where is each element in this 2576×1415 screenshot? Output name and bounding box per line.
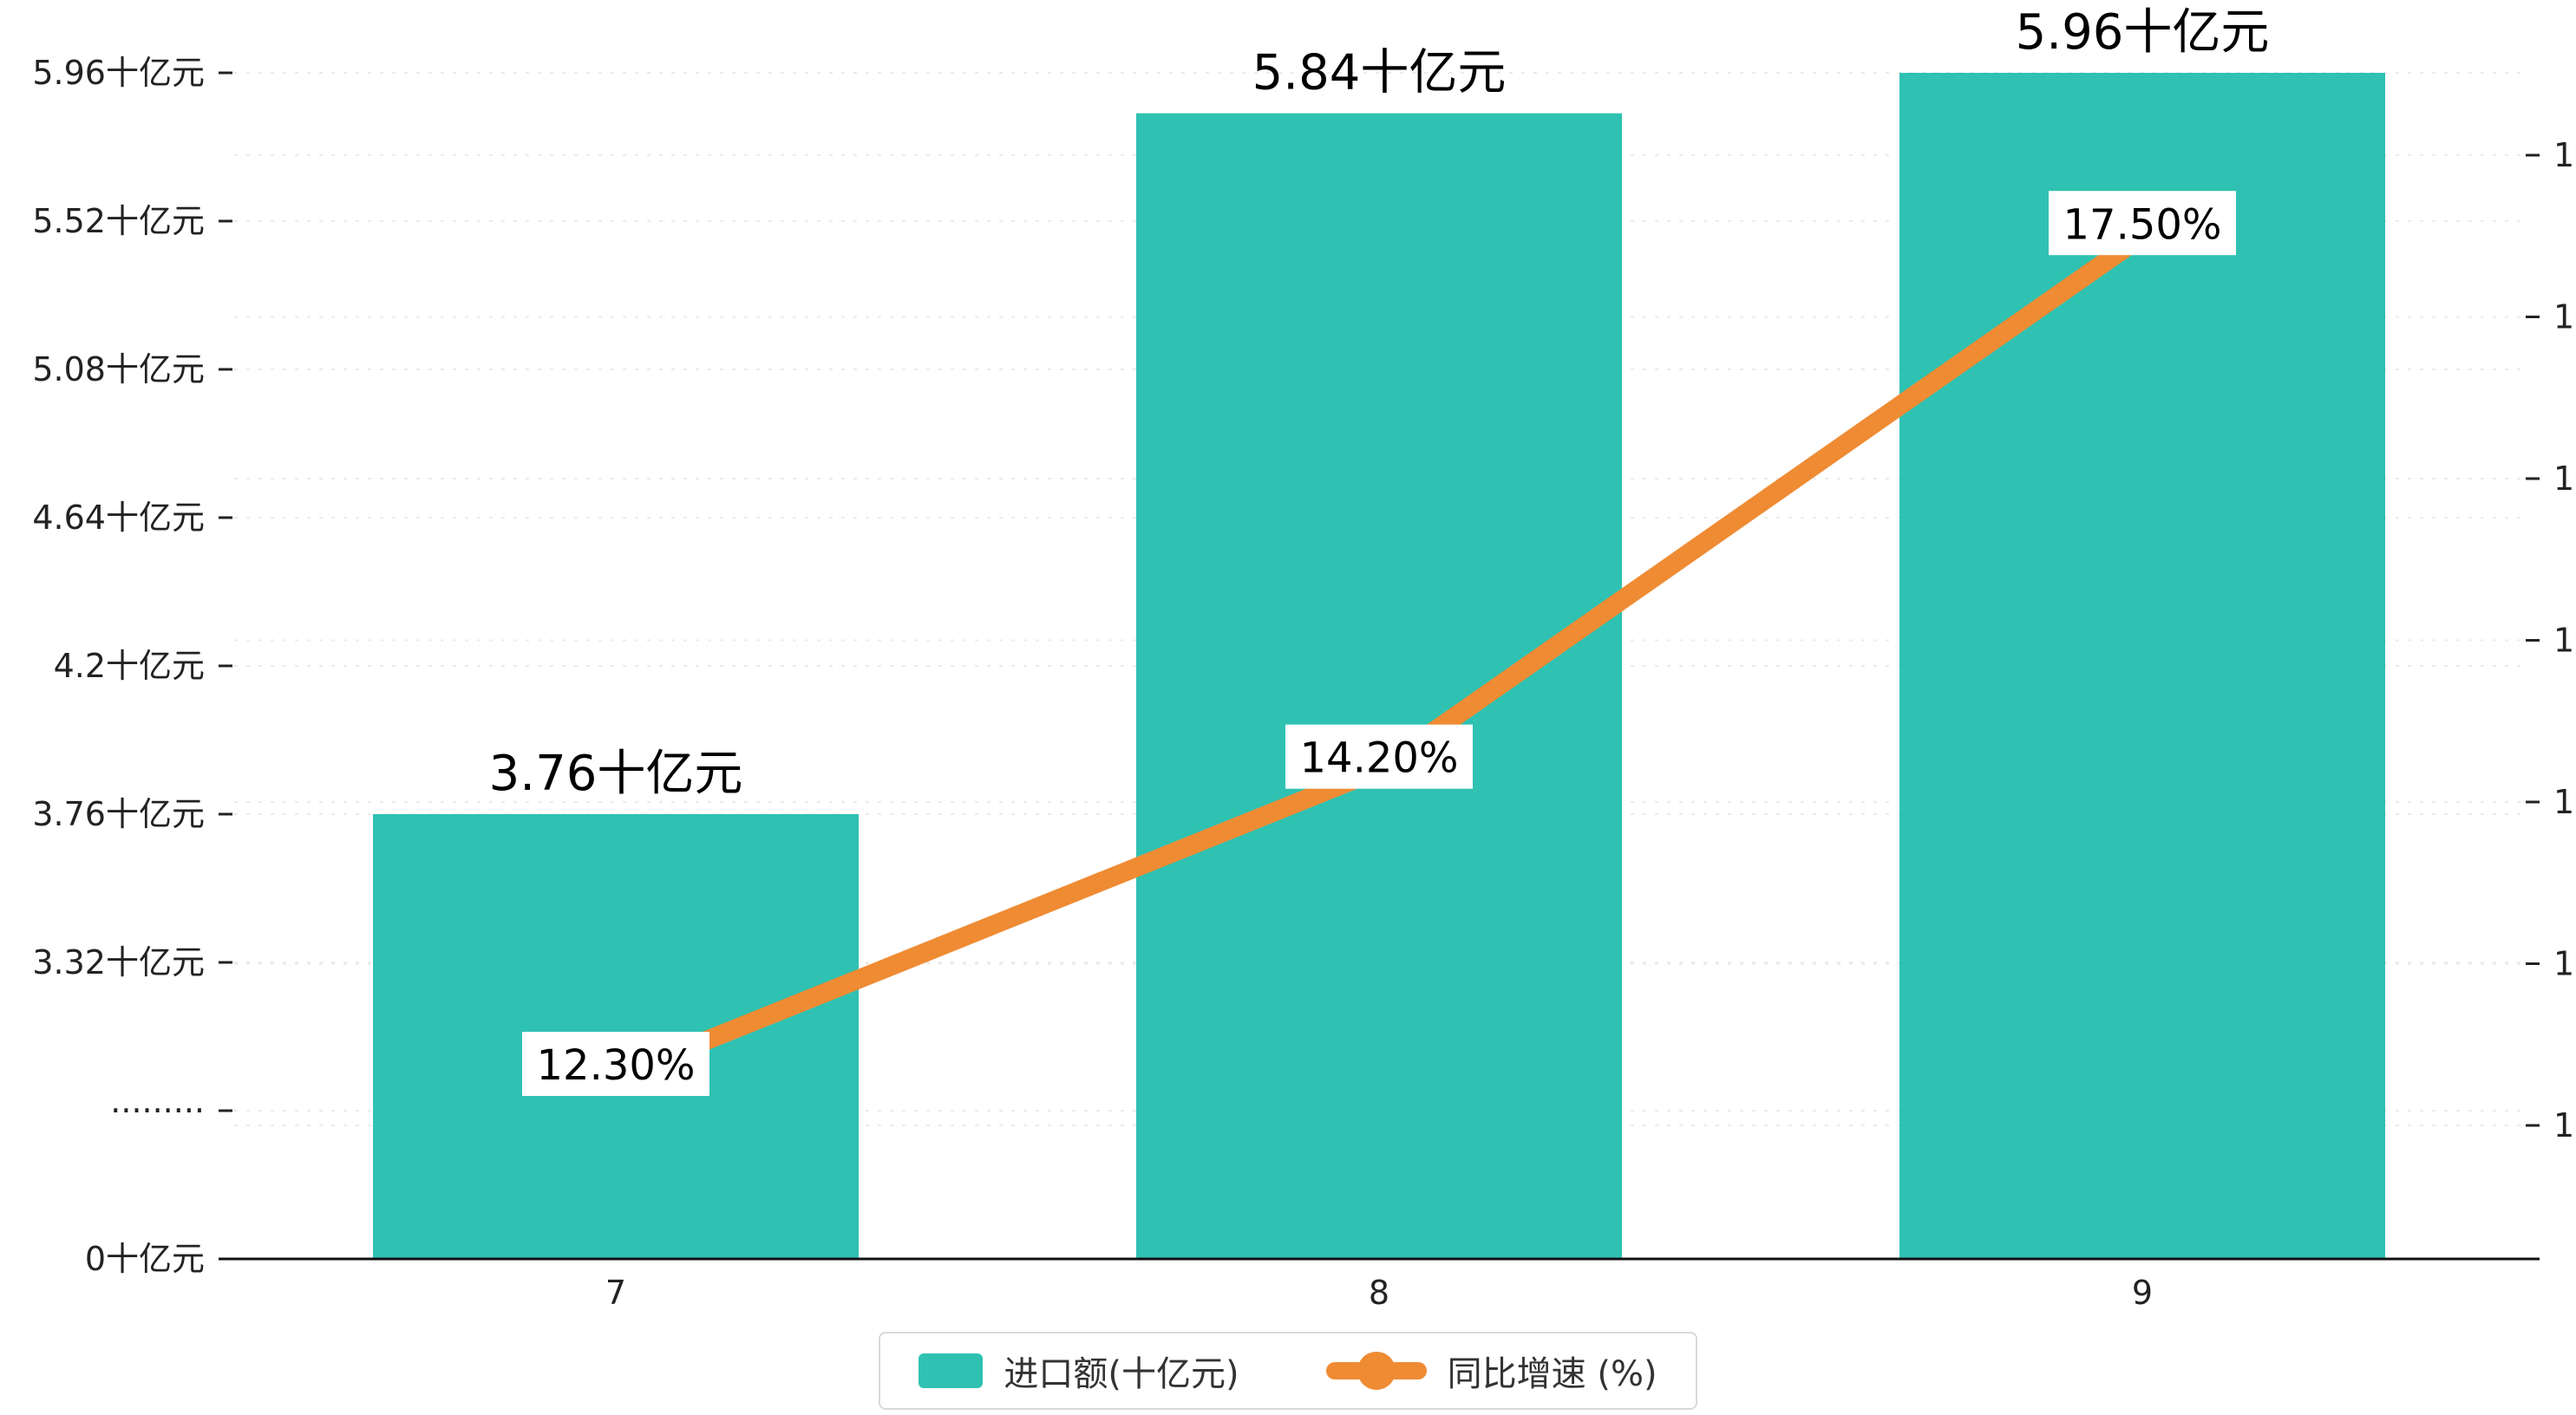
y-right-tick-label: 14 bbox=[2553, 783, 2576, 821]
bar bbox=[1136, 113, 1622, 1260]
y-right-tick-label: 12 bbox=[2553, 1106, 2576, 1144]
line-value-label: 17.50% bbox=[2063, 200, 2221, 249]
y-right-tick-label: 18 bbox=[2553, 136, 2576, 174]
line-value-label-box bbox=[1285, 724, 1473, 789]
line-marker-dot-icon bbox=[1357, 1352, 1396, 1390]
chart-canvas: 3.76十亿元 5.84十亿元 5.96十亿元 12.30% 14.20% 17.50% 0… bbox=[32, 4, 2576, 1312]
y-left-tick-label: ········· bbox=[110, 1092, 205, 1130]
y-left-tick-label: 5.52十亿元 bbox=[32, 202, 205, 240]
y-right-tick-label: 17 bbox=[2553, 298, 2576, 336]
bar bbox=[1899, 73, 2385, 1259]
y-right-tick-label: 15 bbox=[2553, 622, 2576, 660]
y-right-tick-label: 13 bbox=[2553, 945, 2576, 983]
legend-label-growth: 同比增速 (%) bbox=[1447, 1354, 1657, 1394]
y-left-tick-label: 4.2十亿元 bbox=[54, 647, 205, 685]
y-left-tick-label: 5.08十亿元 bbox=[32, 350, 205, 388]
line-value-label-box bbox=[522, 1032, 709, 1097]
bar-value-label: 5.84十亿元 bbox=[1252, 45, 1507, 101]
y-right-tick-label: 16 bbox=[2553, 460, 2576, 498]
legend-label-imports: 进口额(十亿元) bbox=[1004, 1354, 1239, 1394]
bar-value-label: 5.96十亿元 bbox=[2016, 4, 2270, 61]
line-value-label: 12.30% bbox=[536, 1041, 695, 1090]
legend-item-growth[interactable]: 同比增速 (%) bbox=[1325, 1346, 1657, 1396]
bar-value-label: 3.76十亿元 bbox=[489, 746, 743, 802]
y-left-tick-label: 0十亿元 bbox=[85, 1240, 205, 1278]
legend-item-imports[interactable]: 进口额(十亿元) bbox=[919, 1346, 1239, 1396]
y-left-tick-label: 3.76十亿元 bbox=[32, 795, 205, 833]
x-category-label: 9 bbox=[2132, 1274, 2153, 1312]
x-category-label: 7 bbox=[605, 1274, 626, 1312]
bar-series-swatch-icon bbox=[919, 1353, 984, 1388]
legend-row: 进口额(十亿元) 同比增速 (%) bbox=[0, 1332, 2576, 1410]
x-category-label: 8 bbox=[1369, 1274, 1389, 1312]
y-left-tick-label: 3.32十亿元 bbox=[32, 943, 205, 981]
y-left-tick-label: 4.64十亿元 bbox=[32, 499, 205, 537]
line-value-label-box bbox=[2049, 191, 2236, 256]
line-value-label: 14.20% bbox=[1299, 734, 1458, 783]
line-series-swatch-icon bbox=[1325, 1352, 1427, 1390]
y-left-tick-label: 5.96十亿元 bbox=[32, 54, 205, 92]
legend: 进口额(十亿元) 同比增速 (%) bbox=[879, 1332, 1697, 1410]
